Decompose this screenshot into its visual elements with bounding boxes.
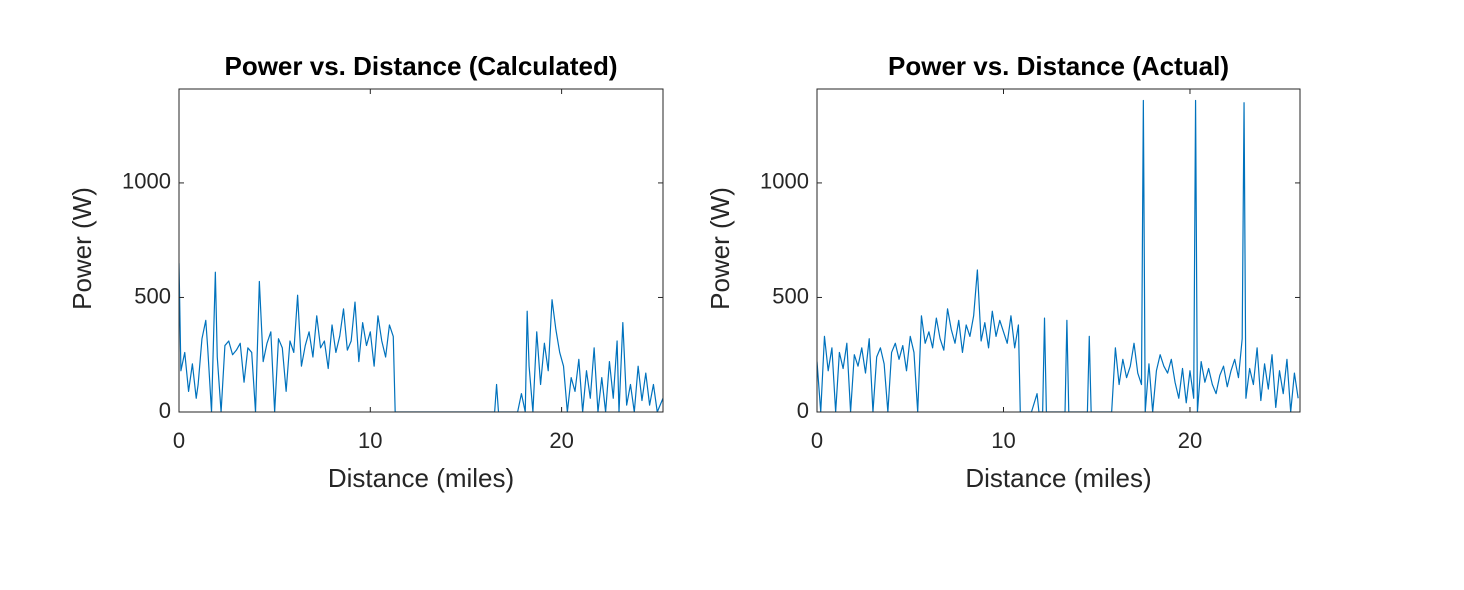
chart-title: Power vs. Distance (Calculated) [224, 51, 617, 81]
y-axis-label: Power (W) [67, 187, 97, 310]
x-axis-label: Distance (miles) [965, 463, 1151, 493]
chart-title: Power vs. Distance (Actual) [888, 51, 1229, 81]
data-line [179, 263, 663, 412]
x-axis-label: Distance (miles) [328, 463, 514, 493]
subplot: 0 10 20 0 500 1000 Power vs. Distance (Calcula… [67, 51, 664, 493]
y-tick-label: 0 [159, 398, 171, 423]
data-layer [817, 99, 1299, 412]
x-tick-label: 10 [358, 428, 382, 453]
axes-box [816, 88, 1301, 413]
x-tick-label: 0 [173, 428, 185, 453]
y-tick-label: 500 [134, 283, 171, 308]
y-axis-label: Power (W) [705, 187, 735, 310]
y-tick-label: 1000 [760, 169, 809, 194]
y-tick-label: 1000 [122, 169, 171, 194]
data-line [817, 99, 1299, 412]
axes-box [178, 88, 664, 413]
plot-area [817, 89, 1300, 412]
x-tick-label: 0 [811, 428, 823, 453]
y-tick-label: 500 [772, 283, 809, 308]
y-tick-label: 0 [797, 398, 809, 423]
x-tick-label: 20 [1178, 428, 1202, 453]
x-tick-label: 20 [549, 428, 573, 453]
plot-area [179, 89, 663, 412]
data-layer [179, 263, 663, 412]
subplot: 0 10 20 0 500 1000 Power vs. Distance (Actual)… [705, 51, 1301, 493]
x-tick-label: 10 [991, 428, 1015, 453]
